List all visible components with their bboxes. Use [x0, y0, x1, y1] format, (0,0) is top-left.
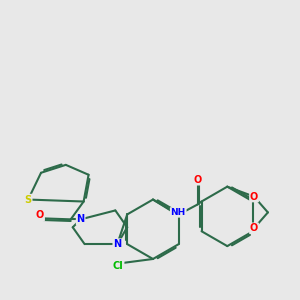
Text: O: O	[250, 223, 258, 233]
Text: O: O	[36, 210, 44, 220]
Text: O: O	[250, 192, 258, 202]
Text: Cl: Cl	[113, 261, 124, 271]
Text: S: S	[25, 194, 32, 205]
Text: N: N	[76, 214, 85, 224]
Text: N: N	[113, 239, 122, 249]
Text: NH: NH	[171, 208, 186, 217]
Text: O: O	[194, 175, 202, 185]
